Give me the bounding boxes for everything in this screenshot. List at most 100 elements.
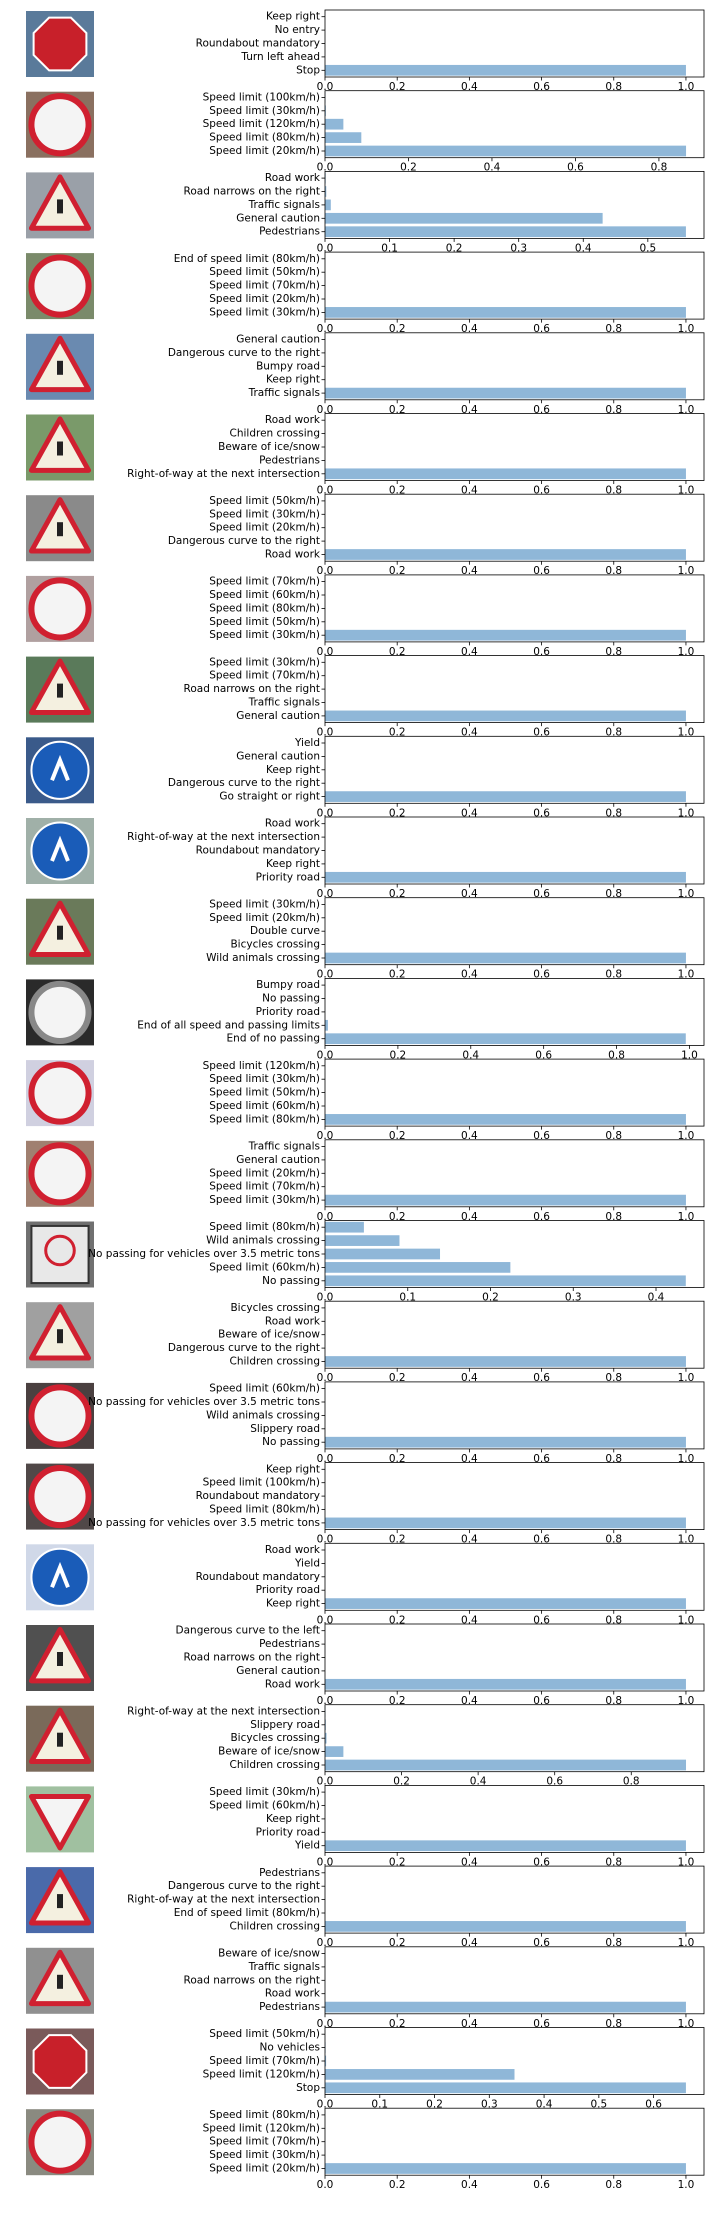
- category-label: Speed limit (60km/h): [209, 1800, 320, 1812]
- bar: [325, 1437, 686, 1448]
- category-label: Speed limit (120km/h): [203, 2122, 320, 2134]
- category-label: Pedestrians: [259, 454, 320, 466]
- x-tick-label: 0.2: [389, 323, 406, 335]
- bar: [325, 1275, 686, 1286]
- x-tick-label: 0.8: [605, 1614, 622, 1626]
- bar: [325, 1235, 399, 1246]
- category-label: Roundabout mandatory: [196, 1571, 320, 1583]
- category-label: No passing for vehicles over 3.5 metric …: [88, 1248, 320, 1260]
- category-label: Speed limit (120km/h): [203, 2068, 320, 2080]
- sign-shape: [31, 258, 88, 315]
- bar: [325, 468, 686, 479]
- x-tick-label: 0.2: [389, 81, 406, 93]
- bar: [325, 1020, 328, 1031]
- x-tick-label: 1.0: [678, 727, 695, 739]
- category-label: Speed limit (70km/h): [209, 576, 320, 588]
- x-tick-label: 0.8: [605, 485, 622, 497]
- x-tick-label: 0.8: [605, 1372, 622, 1384]
- category-label: Pedestrians: [259, 1867, 320, 1879]
- sign-shape: [31, 580, 88, 637]
- x-tick-label: 0.2: [389, 2018, 406, 2030]
- x-tick-label: 0.5: [639, 242, 656, 254]
- x-tick-label: 1.0: [678, 1130, 695, 1142]
- category-label: Dangerous curve to the right: [168, 535, 320, 547]
- category-label: Keep right: [266, 374, 320, 386]
- category-label: General caution: [236, 1665, 320, 1677]
- category-label: Stop: [296, 64, 320, 76]
- x-tick-label: 0.8: [605, 1130, 622, 1142]
- x-tick-label: 1.0: [678, 1534, 695, 1546]
- x-tick-label: 0.6: [533, 565, 550, 577]
- x-tick-label: 0.4: [462, 1049, 479, 1061]
- sign-symbol: [57, 1329, 63, 1343]
- category-label: Wild animals crossing: [206, 952, 320, 964]
- x-tick-label: 0.1: [381, 242, 398, 254]
- x-tick-label: 0.4: [461, 888, 478, 900]
- category-label: Speed limit (50km/h): [209, 1087, 320, 1099]
- category-label: Speed limit (30km/h): [209, 1073, 320, 1085]
- sign-symbol: [57, 361, 63, 375]
- sign-image: [26, 334, 94, 400]
- category-label: Beware of ice/snow: [218, 1948, 320, 1960]
- category-label: Keep right: [266, 1463, 320, 1475]
- sign-shape: [31, 2114, 88, 2171]
- sign-image: [26, 1544, 94, 1610]
- x-tick-label: 0.2: [389, 807, 406, 819]
- x-tick-label: 0.4: [461, 1534, 478, 1546]
- bar: [325, 119, 343, 130]
- bar: [325, 2082, 686, 2093]
- category-label: Turn left ahead: [240, 51, 320, 63]
- category-label: Speed limit (120km/h): [203, 118, 320, 130]
- x-tick-label: 1.0: [678, 646, 695, 658]
- sign-shape: [31, 1468, 88, 1525]
- x-tick-label: 1.0: [678, 969, 695, 981]
- sign-image: [26, 1706, 94, 1772]
- x-tick-label: 0.4: [484, 162, 501, 174]
- category-label: Speed limit (50km/h): [209, 495, 320, 507]
- x-tick-label: 0.2: [389, 1534, 406, 1546]
- category-label: Children crossing: [230, 428, 321, 440]
- category-label: Speed limit (60km/h): [209, 1383, 320, 1395]
- x-tick-label: 0.8: [605, 1534, 622, 1546]
- category-label: Speed limit (70km/h): [209, 670, 320, 682]
- x-tick-label: 0.4: [470, 1776, 487, 1788]
- category-label: Speed limit (60km/h): [209, 1261, 320, 1273]
- x-tick-label: 0.2: [389, 1372, 406, 1384]
- category-label: Speed limit (70km/h): [209, 2136, 320, 2148]
- category-label: Speed limit (50km/h): [209, 266, 320, 278]
- bar: [325, 2069, 515, 2080]
- x-tick-label: 0.8: [608, 1049, 625, 1061]
- category-label: Bicycles crossing: [230, 1302, 320, 1314]
- x-tick-label: 1.0: [678, 888, 695, 900]
- x-tick-label: 1.0: [678, 1937, 695, 1949]
- category-label: Dangerous curve to the right: [168, 347, 320, 359]
- bar: [325, 65, 686, 76]
- x-tick-label: 0.8: [605, 888, 622, 900]
- sign-image: [26, 657, 94, 723]
- category-label: Speed limit (30km/h): [209, 105, 320, 117]
- x-tick-label: 0.6: [533, 888, 550, 900]
- category-label: Speed limit (80km/h): [209, 1504, 320, 1516]
- category-label: Children crossing: [230, 1356, 321, 1368]
- sign-image: [26, 1302, 94, 1368]
- x-tick-label: 1.0: [678, 2179, 695, 2191]
- bar: [325, 1746, 343, 1757]
- x-tick-label: 0.6: [533, 727, 550, 739]
- category-label: Traffic signals: [248, 1961, 320, 1973]
- bar: [325, 791, 686, 802]
- x-tick-label: 1.0: [678, 1614, 695, 1626]
- category-label: Speed limit (70km/h): [209, 2055, 320, 2067]
- sign-image: [26, 1948, 94, 2014]
- category-label: Yield: [294, 1840, 320, 1852]
- x-tick-label: 0.2: [389, 1695, 406, 1707]
- x-tick-label: 0.6: [533, 969, 550, 981]
- x-tick-label: 0.8: [605, 2179, 622, 2191]
- sign-image: [26, 1464, 94, 1530]
- x-tick-label: 0.3: [510, 242, 527, 254]
- bar: [325, 1195, 686, 1206]
- category-label: Road work: [265, 172, 321, 184]
- x-tick-label: 0.4: [461, 81, 478, 93]
- x-tick-label: 0.4: [461, 1614, 478, 1626]
- category-label: Speed limit (30km/h): [209, 508, 320, 520]
- category-label: Right-of-way at the next intersection: [127, 1705, 320, 1717]
